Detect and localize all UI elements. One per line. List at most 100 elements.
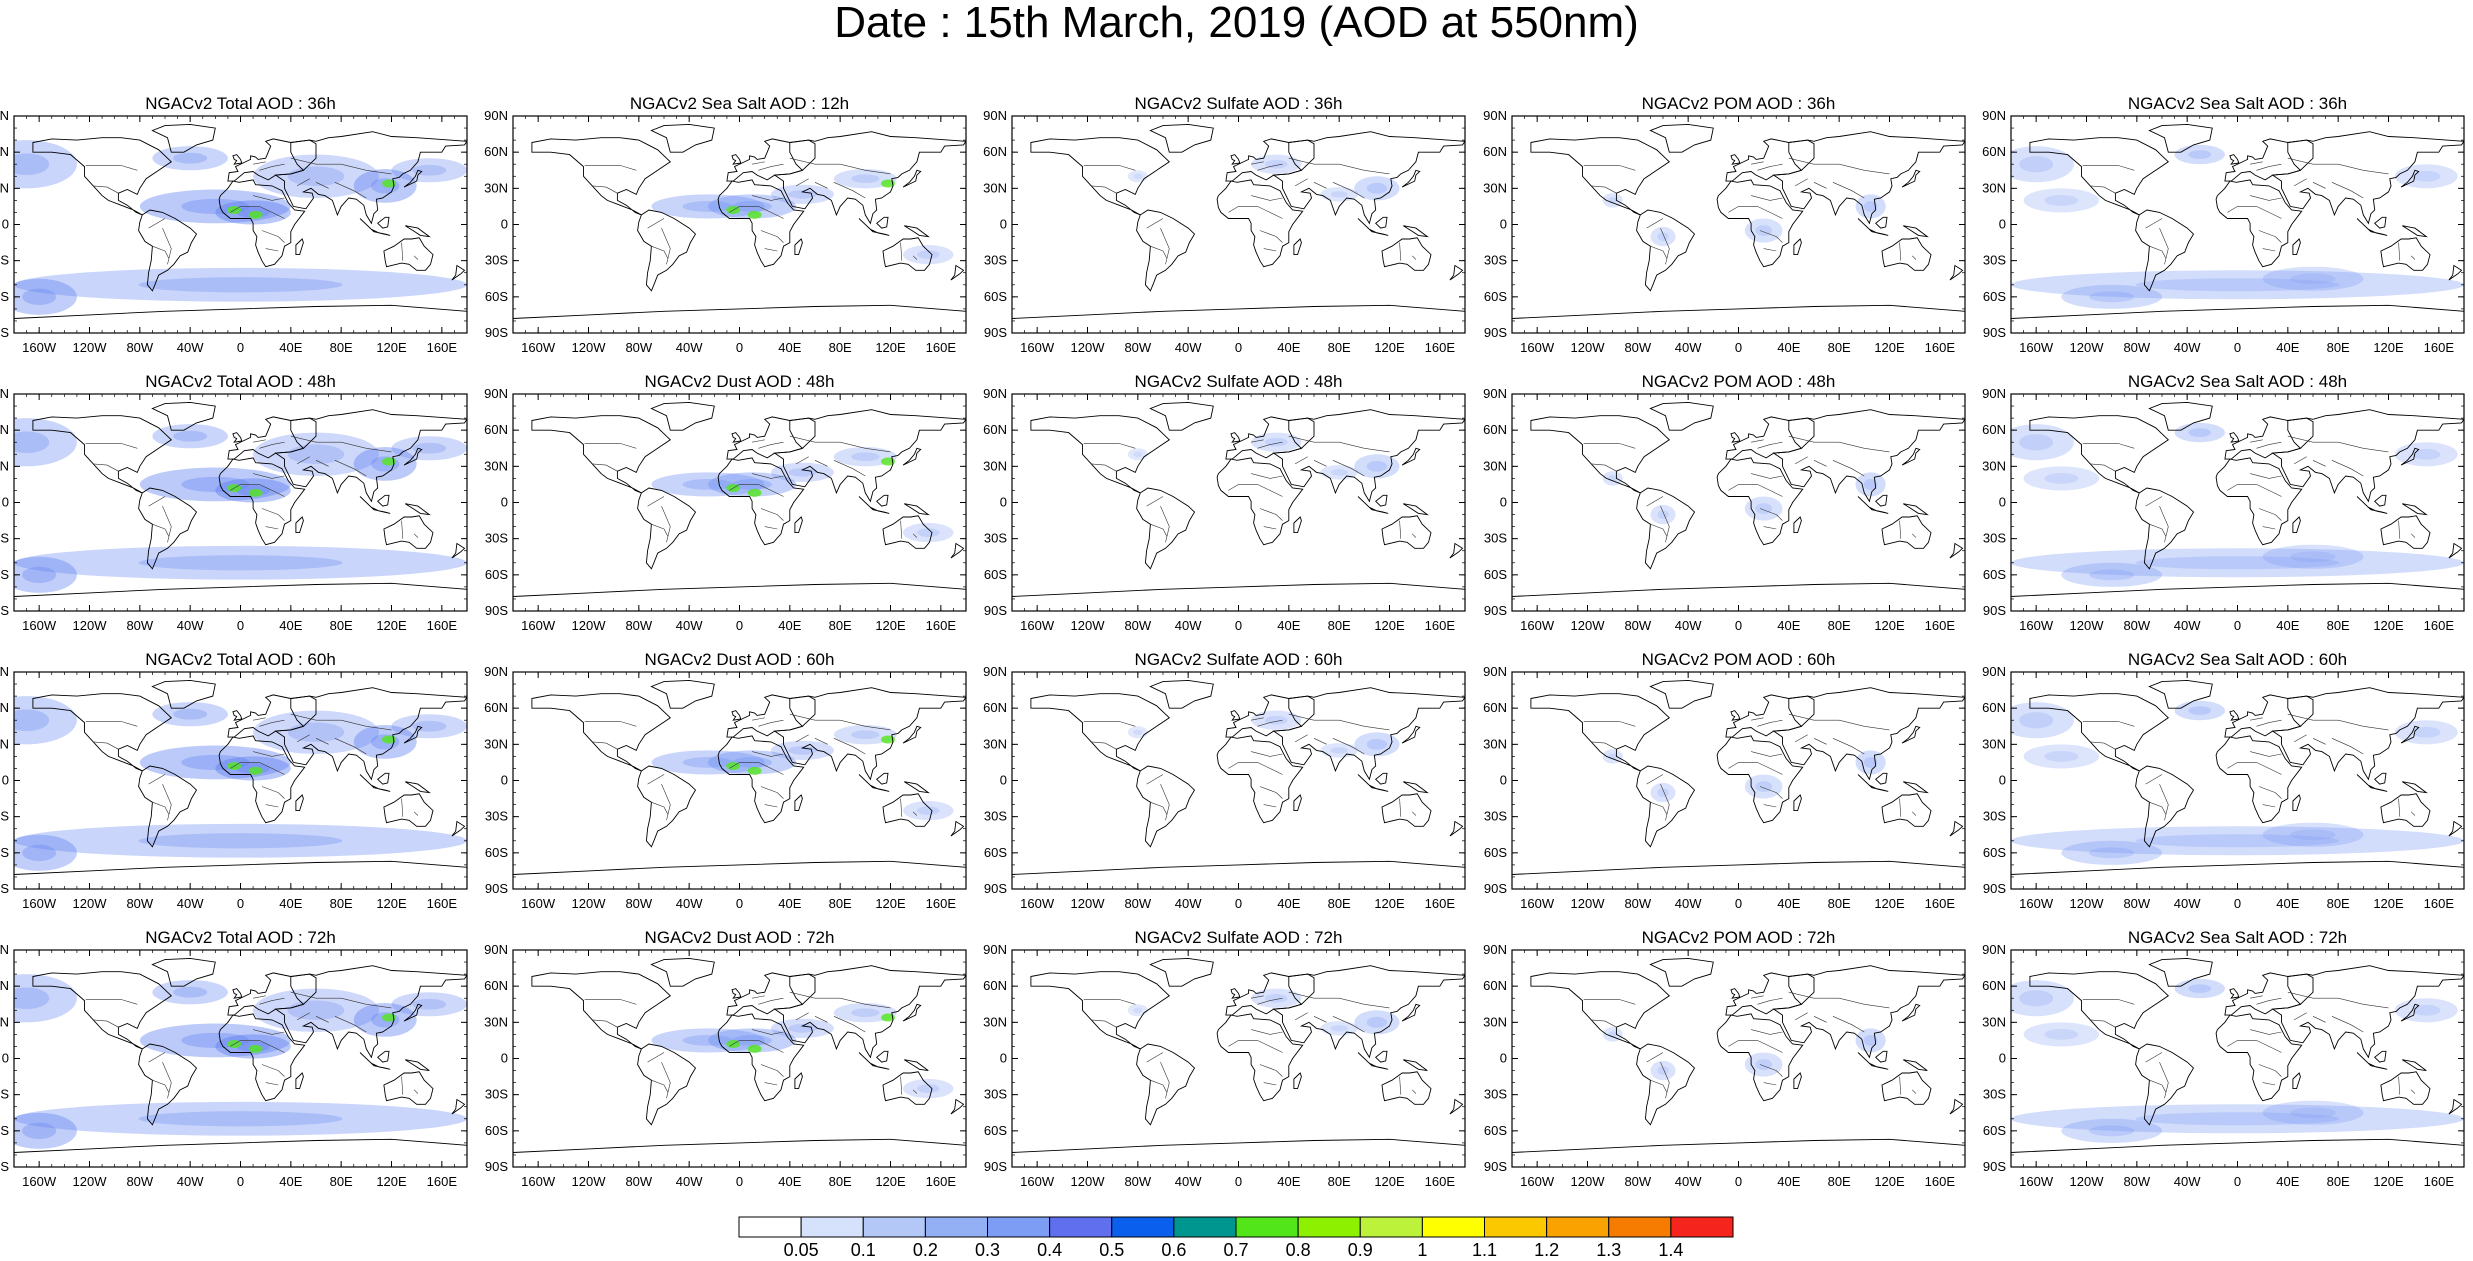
continent-outline bbox=[650, 957, 715, 987]
aerosol-plume bbox=[2011, 548, 2464, 578]
lat-tick-label: 90S bbox=[485, 1159, 508, 1174]
lat-tick-label: 30N bbox=[0, 180, 9, 195]
lon-tick-label: 160W bbox=[1520, 618, 1555, 633]
aerosol-plume-core bbox=[2019, 434, 2054, 451]
lat-tick-label: 0 bbox=[501, 495, 508, 510]
lon-tick-label: 80E bbox=[1328, 618, 1351, 633]
continent-outline bbox=[377, 1050, 390, 1063]
continent-outline bbox=[1875, 494, 1888, 507]
country-border bbox=[259, 719, 285, 727]
continent-outline bbox=[902, 169, 922, 188]
lon-tick-label: 0 bbox=[2234, 618, 2241, 633]
country-border bbox=[1899, 242, 1902, 261]
lat-tick-label: 60N bbox=[983, 422, 1007, 437]
antarctica-outline bbox=[1512, 582, 1965, 597]
country-border bbox=[1332, 182, 1365, 199]
continent-outline bbox=[1649, 123, 1714, 153]
lat-tick-label: 60S bbox=[1983, 289, 2006, 304]
country-border bbox=[2258, 786, 2282, 799]
lon-tick-label: 120E bbox=[376, 618, 407, 633]
continent-outline bbox=[950, 1098, 965, 1115]
lon-tick-label: 80W bbox=[625, 618, 652, 633]
continent-outline bbox=[227, 138, 317, 182]
continent-outline bbox=[1875, 772, 1888, 785]
lon-tick-label: 160W bbox=[2019, 618, 2054, 633]
lon-tick-label: 160W bbox=[1520, 340, 1555, 355]
lon-tick-label: 0 bbox=[2234, 340, 2241, 355]
country-border bbox=[334, 460, 367, 477]
aerosol-plume-core bbox=[1657, 232, 1669, 241]
lat-tick-label: 30S bbox=[1484, 253, 1507, 268]
aerosol-plume bbox=[2061, 562, 2163, 587]
lon-tick-label: 120W bbox=[2070, 340, 2105, 355]
continent-outline bbox=[1716, 1013, 1804, 1102]
continent-outline bbox=[2380, 515, 2431, 549]
lon-tick-label: 80W bbox=[1124, 896, 1151, 911]
continent-outline bbox=[1949, 264, 1964, 281]
country-border bbox=[413, 255, 419, 260]
country-border bbox=[2287, 435, 2389, 453]
aod-field bbox=[1127, 154, 1400, 202]
lon-tick-label: 120W bbox=[73, 618, 108, 633]
antarctica-outline bbox=[513, 860, 966, 875]
aerosol-plume bbox=[391, 158, 467, 183]
lat-tick-label: 60N bbox=[1982, 144, 2006, 159]
lon-tick-label: 160W bbox=[2019, 340, 2054, 355]
continent-outline bbox=[1357, 496, 1389, 514]
country-border bbox=[253, 1029, 285, 1035]
aerosol-plume bbox=[1354, 176, 1400, 201]
country-border bbox=[1813, 182, 1827, 189]
aerosol-plume-core bbox=[788, 746, 817, 755]
lon-tick-label: 40W bbox=[1675, 1174, 1702, 1189]
colorbar-label: 1 bbox=[1417, 1240, 1428, 1260]
country-border bbox=[1083, 165, 1136, 171]
continent-outline bbox=[637, 209, 697, 292]
continent-outline bbox=[359, 1052, 391, 1070]
lat-tick-label: 30N bbox=[484, 458, 508, 473]
continent-outline bbox=[2271, 687, 2464, 781]
country-border bbox=[1759, 230, 1783, 243]
aerosol-plume bbox=[1602, 1027, 1623, 1042]
colorbar-label: 0.6 bbox=[1161, 1240, 1187, 1260]
lon-tick-label: 120E bbox=[1374, 1174, 1405, 1189]
panel-title: NGACv2 POM AOD : 60h bbox=[1642, 650, 1836, 669]
continent-outline bbox=[726, 972, 816, 1016]
country-border bbox=[1911, 811, 1917, 816]
country-border bbox=[758, 997, 784, 1005]
country-border bbox=[401, 1076, 404, 1095]
lon-tick-label: 120E bbox=[2373, 340, 2404, 355]
continent-outline bbox=[1875, 216, 1888, 229]
aerosol-plume-core bbox=[138, 277, 343, 293]
country-border bbox=[1411, 533, 1417, 538]
continent-outline bbox=[1901, 169, 1921, 188]
country-border bbox=[1899, 1076, 1902, 1095]
continent-outline bbox=[876, 216, 889, 229]
continent-outline bbox=[1272, 687, 1465, 781]
aerosol-plume-core bbox=[22, 566, 57, 583]
lon-tick-label: 40W bbox=[177, 896, 204, 911]
continent-outline bbox=[2448, 542, 2463, 559]
lat-tick-label: 60N bbox=[1982, 978, 2006, 993]
lat-tick-label: 60N bbox=[0, 700, 9, 715]
continent-outline bbox=[218, 179, 306, 268]
lat-tick-label: 90S bbox=[1983, 325, 2006, 340]
country-border bbox=[1591, 463, 1617, 472]
country-border bbox=[1646, 774, 1664, 785]
colorbar-label: 0.5 bbox=[1099, 1240, 1125, 1260]
continent-outline bbox=[2448, 1098, 2463, 1115]
country-border bbox=[413, 1089, 419, 1094]
panel-title: NGACv2 Sea Salt AOD : 48h bbox=[2128, 372, 2347, 391]
lon-tick-label: 160W bbox=[1020, 1174, 1055, 1189]
country-border bbox=[315, 1016, 329, 1023]
aerosol-plume-core bbox=[851, 1008, 880, 1018]
high-aod-spot bbox=[747, 210, 762, 219]
continent-outline bbox=[904, 225, 930, 238]
map-panel: NGACv2 Sulfate AOD : 48h 90N 60N 30N 0 30S 60S… bbox=[983, 372, 1466, 633]
aerosol-plume-core bbox=[1863, 1034, 1878, 1046]
country-border bbox=[230, 1040, 285, 1053]
country-border bbox=[1294, 178, 1308, 187]
country-border bbox=[1832, 460, 1865, 477]
map-panel: NGACv2 Total AOD : 48h 90N 60N 30N 0 30S 60S 90… bbox=[0, 372, 468, 633]
aerosol-plume-core bbox=[2290, 273, 2336, 285]
country-border bbox=[290, 713, 392, 731]
